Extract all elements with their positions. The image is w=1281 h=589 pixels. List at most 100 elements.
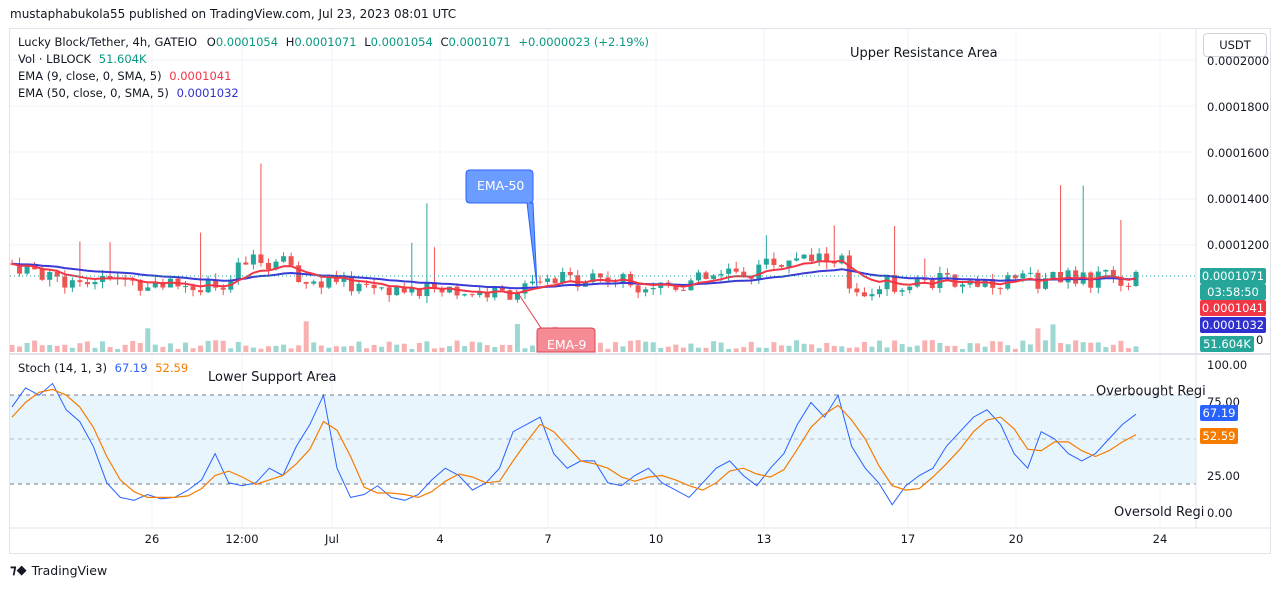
volume-bar [454, 340, 460, 352]
stoch-k-tag: 67.19 [1200, 405, 1238, 421]
volume-bar [643, 341, 649, 352]
candle-body [477, 292, 483, 296]
ema50-label: EMA (50, close, 0, SMA, 5) [18, 86, 169, 100]
volume-bar [175, 348, 181, 352]
volume-bar [680, 347, 686, 352]
volume-bar [250, 347, 256, 352]
candle-body [447, 286, 453, 293]
volume-bar [1058, 342, 1064, 352]
volume-legend[interactable]: Vol · LBLOCK 51.604K [18, 52, 147, 66]
tradingview-logo[interactable]: ⁊◆ TradingView [10, 563, 107, 578]
volume-bar [665, 346, 671, 352]
volume-bar [100, 341, 106, 352]
candle-body [371, 284, 377, 289]
time-tick: 4 [436, 532, 444, 546]
volume-bar [1080, 342, 1086, 352]
ema50-callout-shape [465, 169, 538, 288]
candle-body [786, 260, 792, 267]
volume-bar [1133, 346, 1139, 352]
volume-bar [733, 348, 739, 352]
volume-value: 51.604K [98, 52, 147, 66]
candle-body [484, 292, 490, 298]
stoch-legend[interactable]: Stoch (14, 1, 3) 67.19 52.59 [18, 361, 188, 375]
currency-button[interactable]: USDT [1203, 33, 1267, 57]
candle-body [311, 281, 317, 284]
price-tick: 0.0001400 [1207, 192, 1270, 206]
time-tick: 13 [756, 532, 772, 546]
volume-bar [628, 340, 634, 352]
volume-bar [711, 341, 717, 352]
candle-body [537, 281, 543, 283]
volume-bar [846, 347, 852, 352]
volume-bar [990, 341, 996, 352]
candle-body [152, 282, 158, 288]
volume-bar [228, 348, 234, 352]
volume-bar [1110, 344, 1116, 352]
volume-bar [1035, 328, 1041, 352]
candle-body [333, 277, 339, 282]
volume-bar [1027, 344, 1033, 352]
volume-bar [379, 346, 385, 352]
volume-bar [688, 343, 694, 352]
oversold-label: Oversold Regi [1114, 505, 1205, 520]
volume-bar [220, 340, 226, 352]
volume-bar [997, 341, 1003, 352]
volume-bar [635, 340, 641, 352]
stoch-d-line [11, 388, 1137, 499]
candle-body [198, 290, 204, 293]
low-value: 0.0001054 [370, 35, 433, 49]
candle-body [824, 253, 830, 263]
volume-bar [152, 344, 158, 352]
candle-body [145, 287, 151, 291]
volume-bar [907, 346, 913, 352]
volume-bar [394, 344, 400, 352]
volume-bar [462, 346, 468, 352]
ema50-value: 0.0001032 [176, 86, 239, 100]
candle-body [364, 283, 370, 285]
volume-bar [198, 345, 204, 352]
volume-bar [892, 340, 898, 352]
candle-body [552, 278, 558, 284]
ema50-legend[interactable]: EMA (50, close, 0, SMA, 5) 0.0001032 [18, 86, 239, 100]
volume-bar [884, 347, 890, 352]
low-label: L [364, 35, 371, 49]
ema9-line [11, 259, 1137, 295]
volume-bar [477, 342, 483, 352]
time-tick: 20 [1008, 532, 1024, 546]
volume-bar [1020, 340, 1026, 352]
candle-body [17, 263, 23, 274]
volume-bar [1005, 345, 1011, 352]
volume-bar [854, 347, 860, 352]
volume-bar [115, 348, 121, 352]
volume-bar [1050, 324, 1056, 352]
candle-body [884, 274, 890, 290]
volume-bar [401, 343, 407, 352]
volume-bar [431, 348, 437, 352]
candle-body [1065, 270, 1071, 283]
candle-body [507, 290, 513, 300]
volume-bar [959, 348, 965, 352]
candle-body [794, 258, 800, 261]
volume-bar [145, 328, 151, 352]
volume-bar [348, 345, 354, 352]
volume-bar [756, 347, 762, 352]
time-tick: 26 [144, 532, 160, 546]
volume-bar [32, 340, 38, 352]
candle-body [869, 294, 875, 297]
candle-body [1125, 285, 1131, 287]
candle-body [771, 258, 777, 266]
symbol-legend[interactable]: Lucky Block/Tether, 4h, GATEIO O0.000105… [18, 35, 649, 49]
candle-body [39, 269, 45, 280]
volume-label: Vol · LBLOCK [18, 52, 92, 66]
volume-bar [92, 347, 98, 352]
close-label: C [440, 35, 449, 49]
volume-bar [371, 344, 377, 352]
open-label: O [206, 35, 216, 49]
candle-body [899, 290, 905, 292]
ema9-legend[interactable]: EMA (9, close, 0, SMA, 5) 0.0001041 [18, 69, 231, 83]
candle-body [575, 275, 581, 287]
candle-body [778, 265, 784, 267]
candle-body [650, 288, 656, 290]
candle-body [560, 272, 566, 284]
